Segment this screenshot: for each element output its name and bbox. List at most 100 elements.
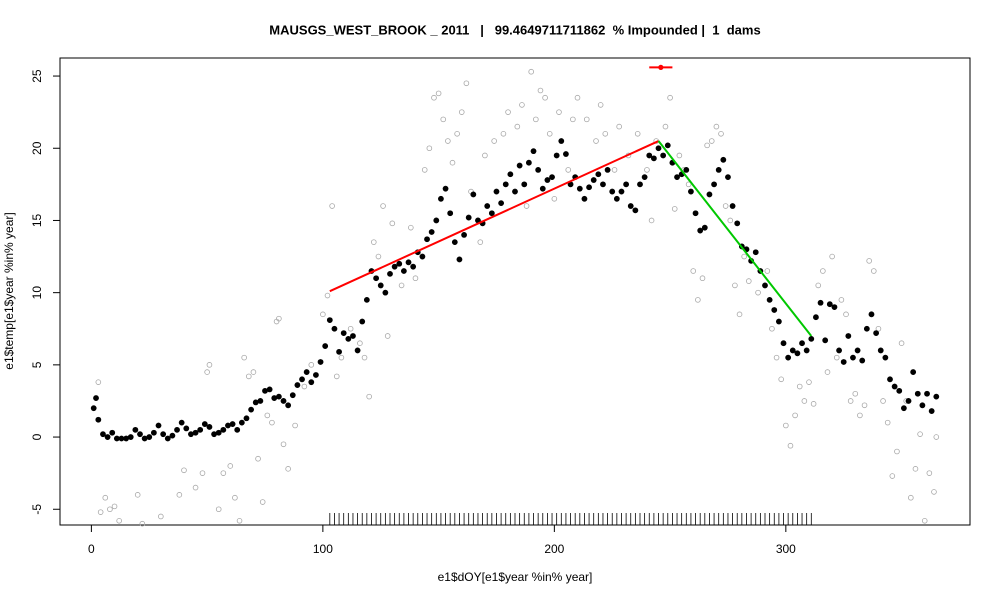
point	[831, 304, 838, 310]
point	[389, 220, 396, 227]
point	[581, 195, 588, 202]
point	[695, 297, 701, 303]
point	[933, 393, 940, 400]
point	[875, 325, 882, 332]
point	[248, 406, 255, 413]
point	[539, 185, 546, 192]
point	[632, 207, 639, 214]
point	[396, 260, 403, 267]
point	[690, 268, 697, 274]
point	[257, 398, 264, 404]
point	[333, 373, 340, 380]
point	[674, 174, 680, 181]
point	[685, 181, 692, 188]
point	[276, 315, 282, 322]
point	[725, 174, 731, 181]
point	[634, 131, 641, 137]
point	[847, 398, 854, 404]
point	[794, 350, 801, 357]
point	[361, 354, 368, 361]
point	[192, 429, 199, 436]
point	[176, 492, 183, 498]
point	[900, 405, 907, 412]
point	[433, 217, 440, 224]
point	[146, 434, 153, 440]
trend-line	[329, 140, 659, 293]
point	[400, 268, 407, 274]
point	[174, 426, 180, 433]
point	[234, 426, 241, 433]
point	[206, 362, 213, 368]
point	[380, 203, 386, 209]
point	[676, 152, 683, 159]
y-tick-label: -5	[30, 504, 44, 515]
point	[440, 116, 447, 123]
y-axis-label: e1$temp[e1$year %in% year]	[2, 212, 16, 369]
point	[201, 421, 208, 427]
point	[583, 116, 590, 123]
point	[303, 369, 310, 375]
point	[822, 337, 829, 344]
point	[181, 467, 187, 474]
point	[178, 419, 185, 426]
point	[95, 416, 102, 423]
point	[699, 275, 706, 282]
point	[245, 373, 252, 380]
point	[618, 188, 625, 195]
point	[387, 270, 393, 277]
point	[514, 123, 521, 130]
point	[595, 171, 602, 178]
x-tick-label: 0	[88, 542, 95, 556]
point	[880, 398, 886, 404]
point	[412, 275, 419, 282]
point	[289, 392, 296, 399]
point	[820, 268, 826, 274]
point	[734, 220, 741, 227]
point	[896, 387, 903, 394]
point	[350, 333, 356, 339]
point	[766, 296, 773, 303]
point	[563, 151, 569, 157]
point	[505, 109, 511, 115]
point	[824, 369, 831, 375]
point	[458, 109, 465, 115]
point	[90, 405, 97, 412]
point	[398, 282, 405, 289]
point	[574, 94, 581, 101]
point	[354, 347, 361, 354]
point	[921, 518, 928, 524]
point	[477, 239, 484, 245]
point	[199, 470, 206, 476]
point	[329, 203, 335, 209]
point	[347, 325, 354, 332]
point	[104, 434, 111, 440]
point	[451, 239, 458, 246]
point	[384, 333, 391, 339]
point	[275, 393, 282, 400]
point	[688, 188, 694, 195]
point	[785, 354, 792, 361]
error-point	[658, 64, 664, 70]
point	[292, 422, 298, 429]
point	[701, 224, 708, 231]
point	[553, 152, 560, 159]
point	[570, 116, 576, 123]
point	[215, 506, 222, 513]
point	[544, 177, 551, 183]
point	[604, 167, 611, 173]
point	[926, 470, 933, 476]
point	[243, 415, 250, 422]
point	[801, 398, 808, 404]
point	[576, 185, 583, 192]
point	[780, 340, 787, 347]
point	[465, 214, 472, 221]
point	[421, 167, 428, 173]
point	[593, 138, 599, 144]
point	[266, 386, 273, 393]
point	[127, 434, 134, 440]
point	[336, 348, 342, 355]
point	[294, 382, 301, 388]
point	[308, 362, 315, 368]
point	[773, 354, 780, 361]
